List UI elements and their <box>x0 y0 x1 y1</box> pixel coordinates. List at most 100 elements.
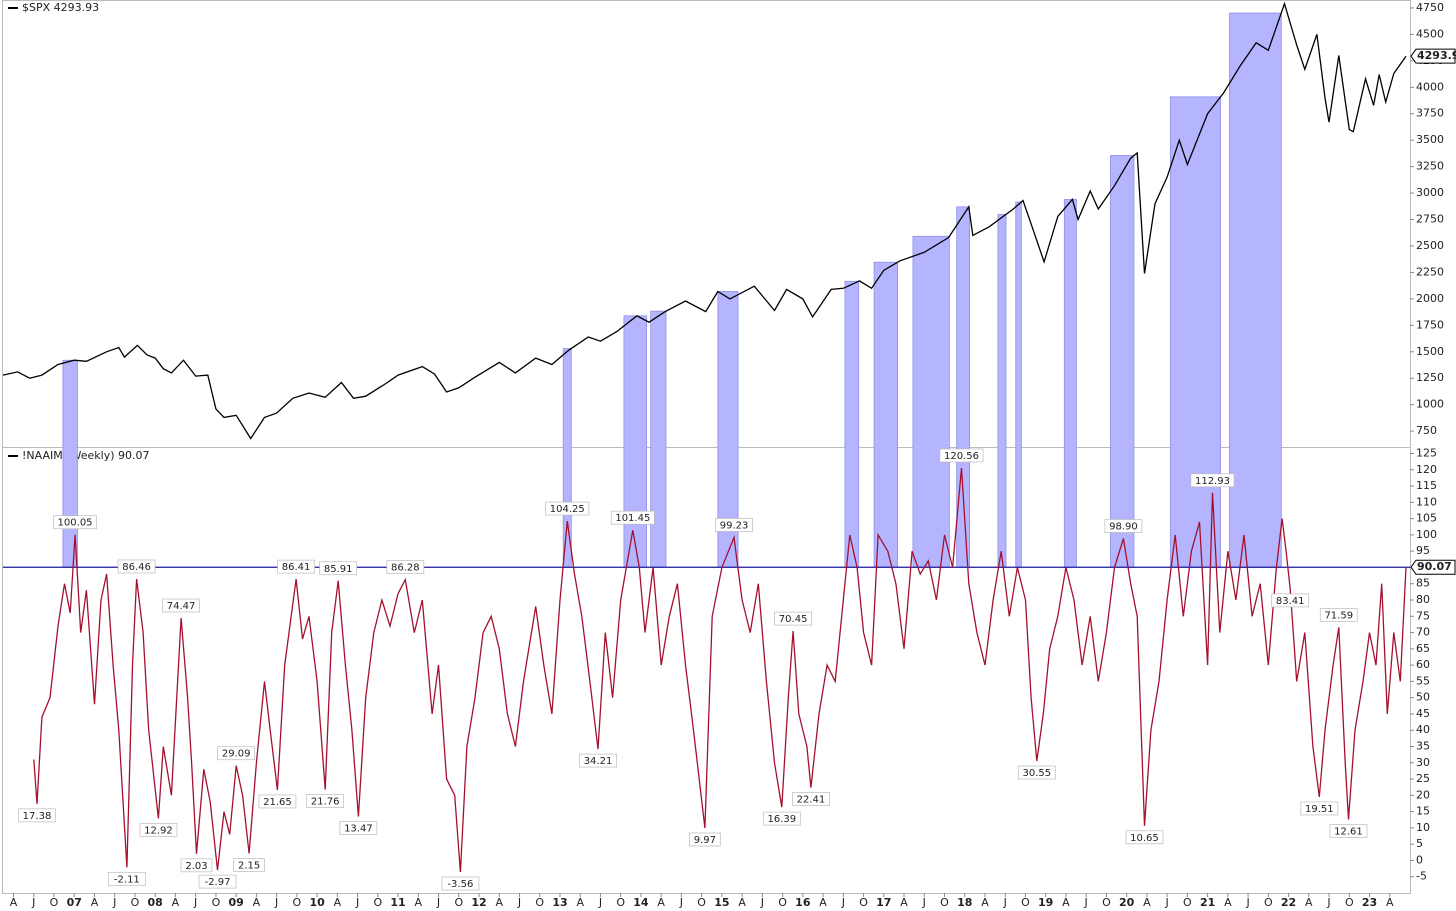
value-label: 86.46 <box>122 562 151 573</box>
value-label-box <box>1017 765 1056 780</box>
y-tick-label: 85 <box>1416 577 1430 590</box>
y-tick-label: 70 <box>1416 626 1430 639</box>
value-label-box <box>217 746 256 761</box>
x-tick-label: 23 <box>1362 896 1377 909</box>
x-tick-label: 21 <box>1200 896 1215 909</box>
x-tick-label: 07 <box>67 896 82 909</box>
x-tick-label: A <box>415 896 423 909</box>
x-tick-label: 13 <box>552 896 567 909</box>
y-tick-label: 1250 <box>1416 371 1444 384</box>
value-label: 10.65 <box>1130 833 1159 844</box>
value-label-box <box>258 794 297 809</box>
y-tick-label: 15 <box>1416 805 1430 818</box>
x-tick-label: O <box>1102 896 1111 909</box>
y-tick-label: 45 <box>1416 707 1430 720</box>
y-tick-label: 30 <box>1416 756 1430 769</box>
x-tick-label: 12 <box>471 896 486 909</box>
value-label: 17.38 <box>23 811 52 822</box>
value-label: 85.91 <box>324 564 353 575</box>
x-tick-label: O <box>1021 896 1030 909</box>
value-label-box <box>610 510 655 525</box>
x-tick-label: J <box>679 896 683 909</box>
x-tick-label: 19 <box>1038 896 1053 909</box>
value-label: 19.51 <box>1305 804 1334 815</box>
x-tick-label: J <box>1165 896 1169 909</box>
value-label: 101.45 <box>615 513 650 524</box>
value-label-box <box>198 874 237 889</box>
x-tick-label: 10 <box>309 896 325 909</box>
x-tick-label: 08 <box>148 896 163 909</box>
value-label: 98.90 <box>1109 521 1138 532</box>
x-tick-label: 17 <box>876 896 891 909</box>
value-label: 9.97 <box>694 835 716 846</box>
value-label: 104.25 <box>550 504 585 515</box>
value-label-box <box>1329 824 1368 838</box>
x-tick-label: J <box>112 896 116 909</box>
y-tick-label: 110 <box>1416 495 1437 508</box>
highlight-band <box>623 315 647 568</box>
value-label-box <box>715 518 753 532</box>
x-tick-label: A <box>1386 896 1394 909</box>
x-tick-label: A <box>91 896 99 909</box>
last-value-label: 90.07 <box>1417 560 1452 573</box>
y-tick-label: 1500 <box>1416 345 1444 358</box>
value-label-box <box>180 858 213 873</box>
x-tick-label: A <box>1143 896 1151 909</box>
value-label: 99.23 <box>720 520 749 531</box>
highlight-band <box>956 206 971 568</box>
x-tick-label: O <box>1264 896 1273 909</box>
x-tick-label: J <box>841 896 845 909</box>
x-tick-label: A <box>253 896 261 909</box>
x-tick-label: J <box>1245 896 1249 909</box>
y-tick-label: 2250 <box>1416 265 1444 278</box>
value-label: 86.28 <box>391 563 420 574</box>
x-tick-label: 16 <box>795 896 811 909</box>
x-tick-label: J <box>274 896 278 909</box>
value-label: 21.76 <box>311 797 340 808</box>
y-tick-label: 1750 <box>1416 318 1444 331</box>
y-tick-label: 5 <box>1416 837 1423 850</box>
value-label-box <box>306 794 345 808</box>
highlights <box>62 12 1282 568</box>
y-tick-label: 120 <box>1416 463 1437 476</box>
x-tick-label: J <box>1326 896 1330 909</box>
y-tick-label: 65 <box>1416 642 1430 655</box>
y-tick-label: 50 <box>1416 691 1430 704</box>
value-label-box <box>762 811 801 826</box>
highlight-band <box>844 280 860 568</box>
y-tick-label: 2000 <box>1416 292 1444 305</box>
x-tick-label: A <box>334 896 342 909</box>
y-tick-label: 0 <box>1416 853 1423 866</box>
x-tick-label: J <box>436 896 440 909</box>
value-label-box <box>386 560 425 574</box>
x-tick-label: O <box>131 896 140 909</box>
x-tick-label: O <box>50 896 59 909</box>
y-tick-label: 1000 <box>1416 398 1444 411</box>
x-tick-label: J <box>193 896 197 909</box>
x-tick-label: 22 <box>1281 896 1296 909</box>
y-tick-label: 75 <box>1416 609 1430 622</box>
x-tick-label: J <box>760 896 764 909</box>
y-tick-label: 3250 <box>1416 160 1444 173</box>
x-tick-label: O <box>1345 896 1354 909</box>
value-label-box <box>277 559 315 574</box>
value-label-box <box>1319 608 1358 622</box>
value-label-box <box>339 821 378 835</box>
highlight-band <box>1169 96 1221 568</box>
value-label-box <box>162 598 200 613</box>
x-tick-label: A <box>1224 896 1232 909</box>
x-tick-label: J <box>1084 896 1088 909</box>
x-tick-label: A <box>819 896 827 909</box>
value-label-box <box>545 501 590 516</box>
value-label: 29.09 <box>222 749 251 760</box>
value-label-box <box>53 515 98 530</box>
value-label: 21.65 <box>263 797 292 808</box>
x-tick-label: J <box>598 896 602 909</box>
value-label: 30.55 <box>1022 768 1051 779</box>
y-tick-label: 60 <box>1416 658 1430 671</box>
x-tick-label: O <box>373 896 382 909</box>
x-tick-label: 09 <box>228 896 243 909</box>
x-tick-label: J <box>355 896 359 909</box>
value-label: -2.97 <box>205 877 231 888</box>
